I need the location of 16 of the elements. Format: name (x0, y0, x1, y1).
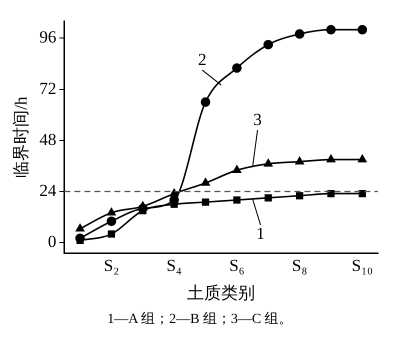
y-tick-label: 72 (39, 78, 56, 98)
y-tick-label: 48 (39, 130, 56, 149)
legend-label: 1 (256, 224, 265, 243)
y-tick-label: 0 (48, 232, 56, 252)
x-tick-label: S₁₀ (352, 256, 374, 275)
x-tick-label: S₈ (292, 256, 308, 275)
series-label: 3 (253, 110, 262, 129)
x-axis-title: 土质类别 (187, 283, 256, 302)
y-tick-label: 24 (39, 180, 57, 200)
text: 1—A 组；2—B 组；3—C 组。 (106, 310, 294, 328)
series-label: 2 (198, 50, 206, 70)
x-tick-label: S₂ (104, 256, 120, 275)
x-tick-label: S₄ (166, 256, 182, 275)
y-tick-label: 96 (39, 28, 56, 47)
y-axis-title: 临界时间/h (12, 96, 31, 178)
x-tick-label: S₆ (229, 256, 245, 275)
